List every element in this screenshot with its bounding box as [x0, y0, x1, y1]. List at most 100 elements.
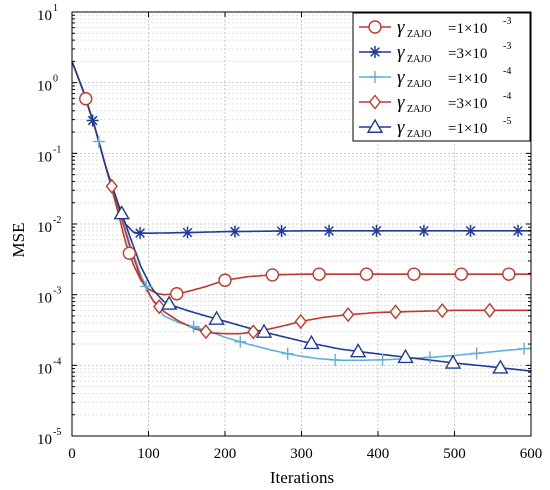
legend-marker [366, 118, 384, 133]
grid-lines [72, 12, 531, 437]
y-tick-label: 10 1 [37, 3, 58, 24]
data-point-s3 [424, 351, 437, 364]
legend-entry-5: γ ZAJO =1×10 -5 [359, 116, 511, 140]
circle-marker [265, 268, 280, 282]
star-stroke [371, 225, 382, 236]
data-point-s1 [312, 267, 326, 281]
legend-value: =3×10 [448, 46, 487, 62]
y-tick-base: 10 [37, 291, 52, 307]
y-tick-exponent: -4 [53, 356, 61, 367]
x-tick-labels: 0 100 200 300 400 500 600 [68, 446, 542, 462]
legend-symbol: γ [397, 92, 405, 113]
legend-subscript: ZAJO [407, 54, 431, 65]
y-tick-base: 10 [37, 79, 52, 95]
diamond-marker [389, 304, 402, 320]
y-axis-title: MSE [9, 223, 28, 258]
legend-value: =3×10 [448, 96, 487, 112]
y-tick-base: 10 [37, 432, 52, 448]
data-point-s5 [255, 323, 273, 338]
data-point-s4 [483, 302, 496, 318]
legend-marker [369, 71, 381, 83]
axes [71, 11, 532, 437]
circle-marker [218, 273, 232, 287]
data-point-s1 [218, 273, 232, 287]
y-tick-base: 10 [37, 8, 52, 24]
y-tick-label: 10 -2 [37, 215, 61, 236]
data-point-s1 [359, 267, 374, 281]
y-tick-exponent: -3 [53, 286, 61, 297]
circle-marker [359, 267, 374, 281]
data-point-s2 [181, 226, 194, 239]
triangle-marker [397, 348, 414, 364]
x-tick-label: 200 [214, 446, 237, 462]
data-point-s4 [342, 307, 355, 323]
legend-entry-4: γ ZAJO =3×10 -4 [359, 91, 511, 115]
legend-subscript: ZAJO [407, 129, 431, 140]
legend-marker [368, 20, 382, 34]
data-point-s1 [122, 246, 137, 260]
triangle-marker [492, 359, 509, 374]
diamond-marker [294, 313, 307, 330]
x-tick-label: 400 [367, 446, 390, 462]
y-tick-base: 10 [37, 220, 52, 236]
x-tick-label: 600 [520, 446, 543, 462]
legend-exponent: -3 [503, 41, 511, 52]
legend-exponent: -3 [503, 16, 511, 27]
star-stroke [276, 226, 287, 236]
x-tick-label: 500 [443, 446, 466, 462]
y-tick-base: 10 [37, 361, 52, 377]
data-point-s5 [492, 359, 509, 374]
circle-marker [79, 92, 93, 106]
data-point-s4 [199, 324, 212, 340]
legend-entry-1: γ ZAJO =1×10 -3 [359, 16, 511, 40]
diamond-marker [436, 303, 449, 319]
data-point-s4 [389, 304, 402, 320]
x-axis-title: Iterations [270, 468, 334, 487]
star-stroke [513, 225, 523, 236]
series-line-1 [71, 61, 531, 296]
triangle-marker [208, 310, 225, 325]
star-stroke [135, 228, 145, 238]
data-point-s4 [294, 313, 307, 330]
data-point-s1 [454, 267, 469, 281]
circle-marker [502, 267, 516, 281]
star-stroke [324, 225, 334, 236]
diamond-marker [199, 324, 212, 340]
y-tick-label: 10 -1 [37, 144, 61, 165]
triangle-marker [303, 334, 320, 350]
data-point-s3 [281, 347, 294, 360]
star-stroke [87, 115, 98, 126]
legend-subscript: ZAJO [407, 104, 431, 115]
data-point-s5 [113, 205, 130, 220]
data-point-s2 [275, 225, 288, 238]
data-point-s5 [208, 310, 225, 325]
diamond-marker [247, 324, 260, 340]
triangle-marker [160, 295, 178, 310]
legend-entry-2: γ ZAJO =3×10 -3 [359, 41, 511, 65]
circle-marker [170, 287, 184, 301]
legend-symbol: γ [397, 17, 405, 38]
y-tick-label: 10 -3 [37, 286, 61, 307]
data-point-s1 [407, 267, 421, 281]
legend-subscript: ZAJO [407, 79, 431, 90]
data-point-s5 [349, 342, 367, 358]
series-line-2 [71, 61, 531, 234]
data-point-s2 [134, 227, 147, 240]
circle-marker [454, 267, 469, 281]
legend-value: =1×10 [448, 21, 487, 37]
triangle-marker [255, 323, 273, 338]
x-tick-label: 300 [290, 446, 313, 462]
data-point-s4 [247, 324, 260, 340]
y-tick-exponent: -2 [53, 215, 61, 226]
y-tick-exponent: -1 [53, 144, 61, 155]
data-point-s2 [417, 224, 430, 237]
data-point-s1 [79, 92, 93, 106]
diamond-marker [483, 302, 496, 318]
data-point-s3 [140, 280, 153, 293]
diamond-marker [368, 94, 382, 110]
data-point-s5 [160, 295, 178, 310]
diamond-marker [153, 299, 166, 315]
data-point-s2 [370, 224, 383, 237]
x-tick-label: 0 [68, 446, 76, 462]
